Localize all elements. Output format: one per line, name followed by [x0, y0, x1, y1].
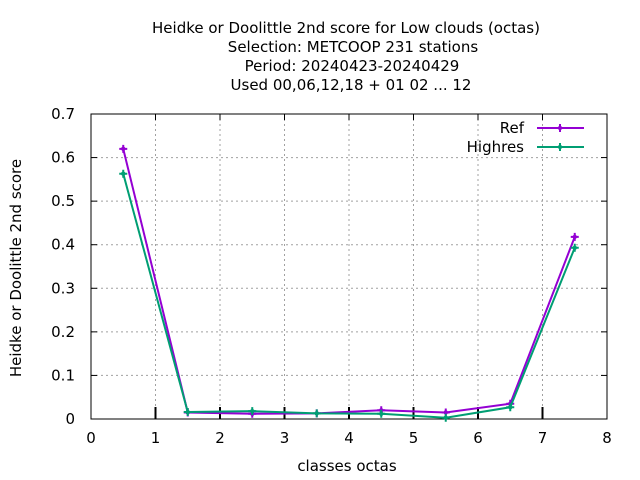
x-axis-label: classes octas — [297, 457, 397, 475]
marker-dot — [121, 146, 126, 152]
series-line-highres — [122, 173, 576, 419]
y-tick-label: 0.1 — [51, 366, 75, 384]
grid — [91, 114, 607, 419]
data-point-highres — [441, 413, 450, 422]
legend-label-highres: Highres — [467, 138, 525, 156]
marker-dot — [443, 410, 448, 415]
x-tick-label: 0 — [86, 429, 96, 447]
tick-labels: 0 1 2 3 4 5 6 7 8 0 0.1 0.2 0.3 0.4 0.5 0.6 0.7 — [51, 105, 612, 447]
x-tick-label: 6 — [473, 429, 483, 447]
title-line-4: Used 00,06,12,18 + 01 02 ... 12 — [231, 76, 472, 94]
y-tick-label: 0.5 — [51, 192, 75, 210]
marker-dot — [314, 411, 319, 416]
data-point-highres — [312, 409, 321, 418]
marker-dot — [250, 408, 255, 414]
x-tick-label: 5 — [409, 429, 419, 447]
legend-marker-ref — [556, 124, 564, 132]
x-tick-label: 2 — [215, 429, 225, 447]
marker-dot — [185, 409, 190, 415]
y-tick-label: 0.4 — [51, 236, 75, 254]
legend-label-ref: Ref — [500, 119, 525, 137]
x-tick-label: 3 — [280, 429, 290, 447]
y-tick-label: 0 — [65, 410, 75, 428]
data-point-highres — [183, 408, 192, 417]
data-point-highres — [506, 403, 515, 412]
legend-marker-highres — [556, 143, 564, 151]
x-tick-label: 7 — [538, 429, 548, 447]
x-tick-label: 4 — [344, 429, 354, 447]
axes — [90, 113, 608, 420]
y-axis-label: Heidke or Doolittle 2nd score — [7, 159, 25, 377]
data-point-highres — [248, 407, 257, 416]
data-point-ref — [119, 144, 128, 153]
data-point-highres — [570, 243, 579, 252]
plot-area — [119, 144, 579, 422]
x-tick-label: 8 — [602, 429, 612, 447]
data-point-highres — [377, 409, 386, 418]
marker-dot — [557, 125, 563, 131]
title-line-2: Selection: METCOOP 231 stations — [228, 38, 479, 56]
title-line-1: Heidke or Doolittle 2nd score for Low cl… — [152, 19, 540, 37]
marker-dot — [572, 234, 577, 240]
marker-dot — [443, 415, 448, 420]
data-point-ref — [570, 232, 579, 241]
marker-dot — [572, 245, 577, 250]
x-tick-label: 1 — [151, 429, 161, 447]
marker-dot — [508, 405, 513, 410]
y-tick-label: 0.6 — [51, 149, 75, 167]
y-tick-label: 0.3 — [51, 279, 75, 297]
y-tick-label: 0.2 — [51, 323, 75, 341]
marker-dot — [557, 144, 563, 150]
title-line-3: Period: 20240423-20240429 — [245, 57, 460, 75]
marker-dot — [121, 171, 126, 176]
marker-dot — [379, 411, 384, 416]
data-point-highres — [119, 169, 128, 178]
y-tick-label: 0.7 — [51, 105, 75, 123]
chart-title: Heidke or Doolittle 2nd score for Low cl… — [152, 19, 540, 94]
